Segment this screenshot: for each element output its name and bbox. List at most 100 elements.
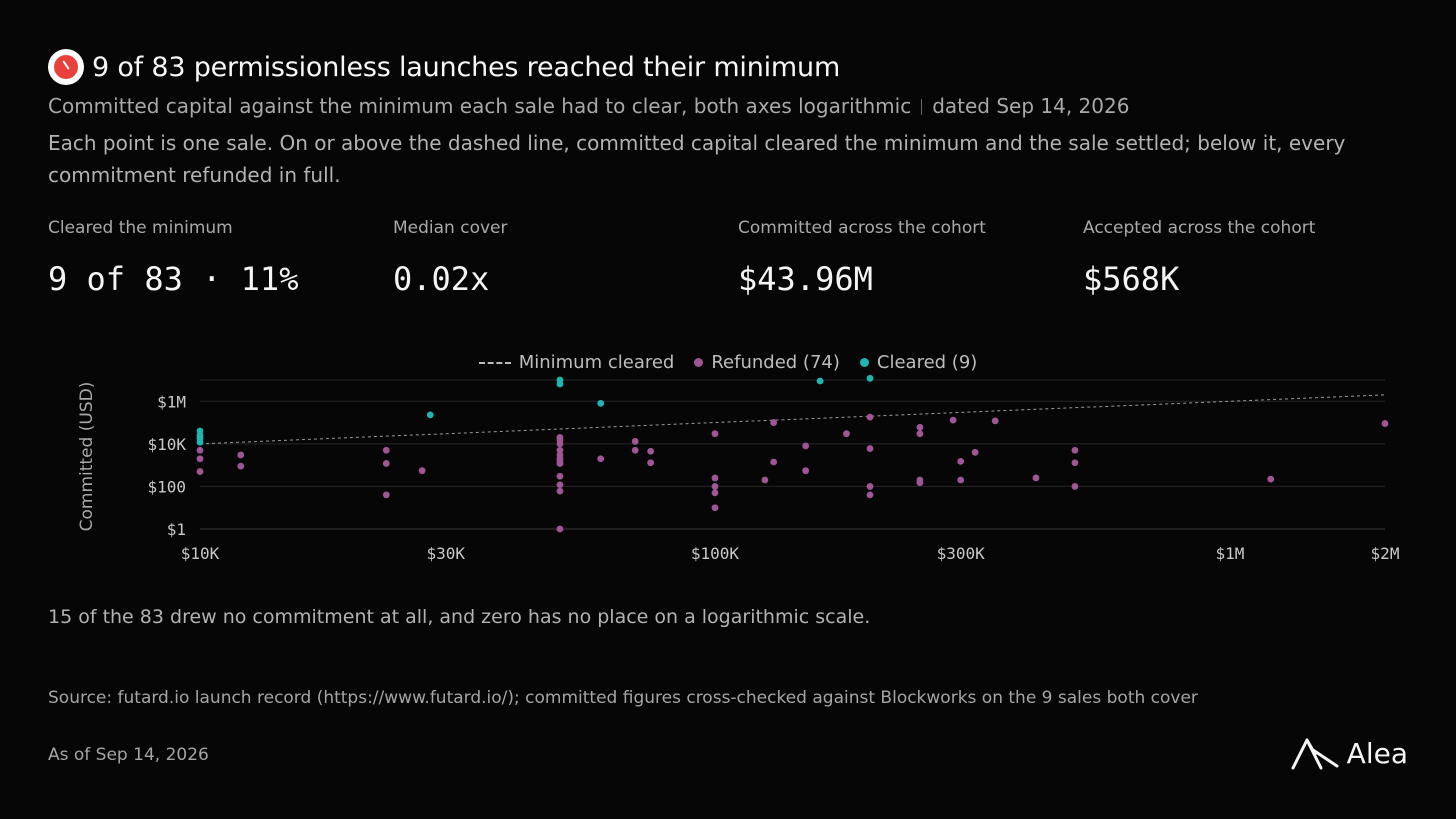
refunded-point	[711, 489, 719, 497]
refunded-point	[631, 446, 639, 454]
subtitle-date: dated Sep 14, 2026	[932, 94, 1130, 118]
stat-label: Median cover	[393, 218, 508, 238]
legend-label: Refunded (74)	[711, 352, 840, 373]
as-of-date: As of Sep 14, 2026	[48, 745, 209, 765]
stat-accepted: Accepted across the cohort $568K	[1083, 218, 1428, 298]
refunded-point	[418, 467, 426, 475]
refunded-point	[711, 474, 719, 482]
legend-label: Cleared (9)	[876, 352, 978, 373]
rocket-badge-icon	[48, 49, 84, 85]
page-title: 9 of 83 permissionless launches reached …	[92, 51, 841, 83]
refunded-point	[556, 525, 564, 533]
refunded-point	[647, 459, 655, 467]
refunded-point	[949, 416, 957, 424]
cleared-point	[866, 374, 874, 382]
cleared-point	[816, 377, 824, 385]
refunded-point	[382, 446, 390, 454]
refunded-point	[597, 455, 605, 463]
refunded-point	[802, 467, 810, 475]
title-row: 9 of 83 permissionless launches reached …	[48, 48, 1418, 86]
refunded-point	[711, 504, 719, 512]
refunded-point	[916, 479, 924, 487]
x-tick-label: $10K	[181, 544, 220, 563]
dashed-line-icon	[478, 361, 511, 364]
refunded-point	[556, 440, 564, 448]
refunded-point	[556, 481, 564, 489]
y-tick-label: $10K	[147, 435, 186, 454]
refunded-point	[647, 447, 655, 455]
brand: Alea	[1291, 736, 1408, 770]
refunded-point	[1071, 459, 1079, 467]
cleared-point	[196, 438, 204, 446]
header: 9 of 83 permissionless launches reached …	[48, 48, 1418, 191]
refunded-point	[866, 491, 874, 499]
chart-legend: Minimum cleared Refunded (74) Cleared (9…	[0, 352, 1456, 373]
refunded-point	[957, 476, 965, 484]
brand-name: Alea	[1346, 736, 1408, 770]
stats-row: Cleared the minimum 9 of 83 · 11% Median…	[48, 218, 1428, 298]
legend-item-refunded: Refunded (74)	[694, 352, 840, 373]
subtitle: Committed capital against the minimum ea…	[48, 94, 1418, 118]
stat-value: $43.96M	[738, 260, 873, 298]
refunded-point	[196, 446, 204, 454]
stat-value: 9 of 83 · 11%	[48, 260, 299, 298]
refunded-point	[971, 448, 979, 456]
refunded-point	[1071, 446, 1079, 454]
y-axis-label: Committed (USD)	[77, 382, 97, 532]
refunded-point	[916, 423, 924, 431]
cleared-point	[426, 411, 434, 419]
refunded-point	[866, 413, 874, 421]
refunded-point	[1267, 475, 1275, 483]
refunded-point	[1071, 483, 1079, 490]
refunded-point	[1032, 474, 1040, 482]
source-note: Source: futard.io launch record (https:/…	[48, 688, 1198, 708]
refunded-point	[802, 442, 810, 450]
stat-committed: Committed across the cohort $43.96M	[738, 218, 1083, 298]
y-tick-label: $100	[147, 477, 186, 496]
refunded-point	[957, 457, 965, 465]
refunded-point	[631, 438, 639, 445]
stat-median-cover: Median cover 0.02x	[393, 218, 738, 298]
scatter-chart: $1 $100 $10K $1M $10K $30K $100K $300K $1M $2M Com…	[77, 374, 1400, 563]
footnote: 15 of the 83 drew no commitment at all, …	[48, 606, 871, 628]
refunded-point	[770, 419, 778, 426]
legend-item-cleared: Cleared (9)	[859, 352, 978, 373]
alea-logo-icon	[1291, 738, 1339, 770]
refunded-point	[866, 445, 874, 452]
legend-label: Minimum cleared	[518, 352, 675, 373]
refunded-point	[1381, 420, 1389, 427]
legend-item-line: Minimum cleared	[478, 352, 675, 373]
refunded-point	[556, 460, 564, 467]
refunded-point	[237, 451, 245, 459]
refunded-point	[382, 460, 390, 467]
x-tick-label: $2M	[1371, 544, 1400, 563]
stat-value: $568K	[1083, 260, 1180, 298]
refunded-point	[556, 446, 564, 454]
refunded-point	[761, 476, 769, 484]
refunded-dot-icon	[694, 358, 704, 367]
refunded-point	[916, 430, 924, 438]
stat-cleared: Cleared the minimum 9 of 83 · 11%	[48, 218, 393, 298]
x-tick-label: $30K	[426, 544, 465, 563]
x-tick-label: $300K	[937, 544, 986, 563]
cleared-point	[556, 380, 564, 388]
y-tick-label: $1M	[157, 392, 186, 411]
refunded-point	[843, 430, 850, 438]
subtitle-text: Committed capital against the minimum ea…	[48, 94, 912, 118]
stat-label: Cleared the minimum	[48, 218, 233, 238]
stat-label: Accepted across the cohort	[1083, 218, 1316, 238]
refunded-point	[711, 483, 719, 490]
refunded-point	[770, 458, 778, 466]
refunded-point	[991, 417, 999, 425]
cleared-point	[597, 399, 605, 407]
minimum-cleared-line	[199, 394, 1386, 445]
x-tick-label: $100K	[691, 544, 740, 563]
stat-label: Committed across the cohort	[738, 218, 986, 238]
y-tick-label: $1	[167, 520, 186, 539]
stat-value: 0.02x	[393, 260, 490, 298]
refunded-point	[237, 462, 245, 470]
refunded-point	[556, 472, 564, 480]
description: Each point is one sale. On or above the …	[48, 131, 1346, 187]
cleared-dot-icon	[859, 358, 869, 367]
refunded-point	[711, 430, 719, 438]
